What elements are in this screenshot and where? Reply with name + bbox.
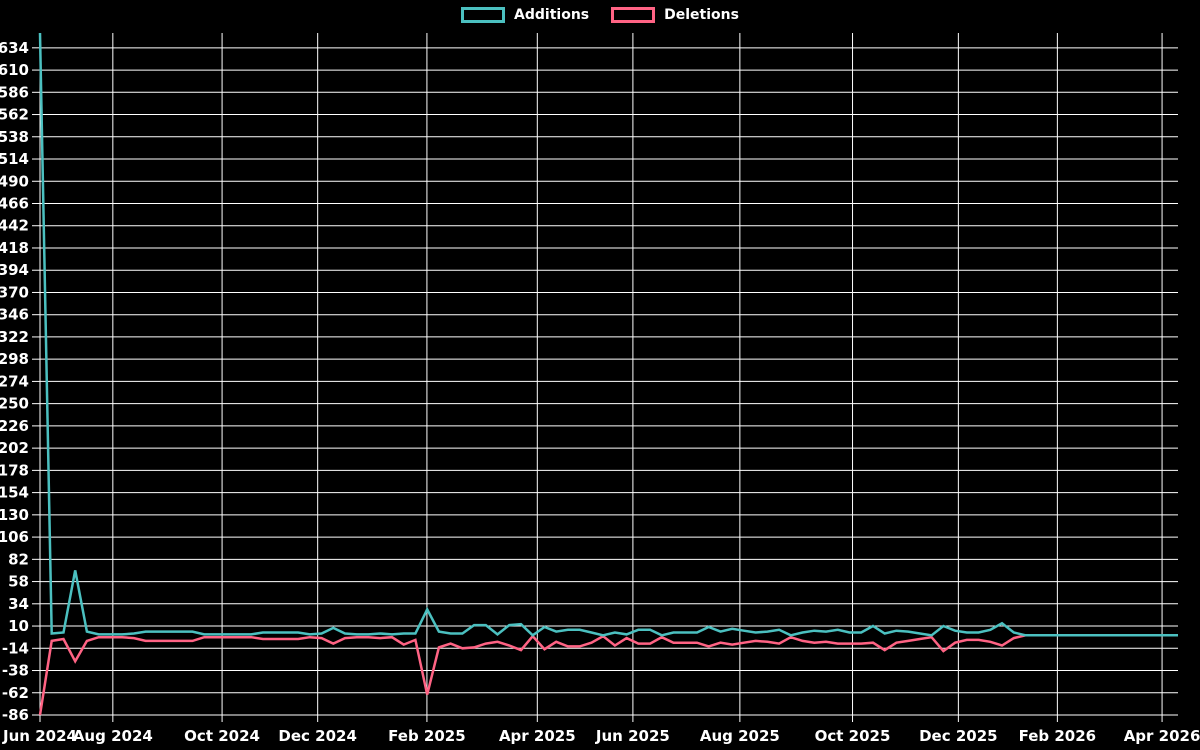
y-tick-label: -38	[2, 662, 29, 680]
y-tick-label: 298	[0, 350, 29, 368]
y-tick-label: 322	[0, 328, 29, 346]
y-tick-label: 442	[0, 217, 29, 235]
y-tick-label: 274	[0, 372, 29, 390]
x-tick-label: Jun 2025	[595, 727, 670, 745]
y-tick-label: 418	[0, 239, 29, 257]
additions-swatch-icon	[461, 7, 506, 23]
x-tick-label: Dec 2025	[919, 727, 998, 745]
y-tick-label: 226	[0, 417, 29, 435]
y-tick-label: 82	[8, 550, 29, 568]
y-tick-label: 586	[0, 83, 29, 101]
legend-item-deletions[interactable]: Deletions	[611, 7, 739, 23]
x-tick-label: Feb 2026	[1019, 727, 1097, 745]
y-tick-label: -62	[2, 684, 29, 702]
x-tick-label: Oct 2024	[184, 727, 260, 745]
y-tick-label: 490	[0, 172, 29, 190]
y-tick-label: 538	[0, 128, 29, 146]
x-tick-label: Apr 2026	[1124, 727, 1200, 745]
x-tick-label: Aug 2024	[73, 727, 153, 745]
y-tick-label: 10	[8, 617, 29, 635]
y-tick-label: 58	[8, 573, 29, 591]
y-tick-label: 130	[0, 506, 29, 524]
series-line-deletions	[38, 634, 1178, 716]
y-tick-label: -14	[2, 639, 29, 657]
y-tick-label: -86	[2, 706, 29, 724]
x-tick-label: Oct 2025	[815, 727, 891, 745]
x-tick-label: Feb 2025	[388, 727, 466, 745]
x-tick-label: Dec 2024	[278, 727, 357, 745]
y-tick-label: 514	[0, 150, 29, 168]
y-tick-label: 562	[0, 106, 29, 124]
y-tick-label: 370	[0, 283, 29, 301]
x-tick-label: Aug 2025	[700, 727, 780, 745]
y-tick-label: 634	[0, 39, 29, 57]
y-tick-label: 610	[0, 61, 29, 79]
y-tick-label: 202	[0, 439, 29, 457]
y-tick-label: 154	[0, 484, 29, 502]
y-tick-label: 250	[0, 395, 29, 413]
deletions-swatch-icon	[611, 7, 656, 23]
chart-legend: Additions Deletions	[0, 7, 1200, 23]
y-tick-label: 106	[0, 528, 29, 546]
x-tick-label: Apr 2025	[499, 727, 576, 745]
series-line-additions	[38, 32, 1178, 637]
y-tick-label: 34	[8, 595, 29, 613]
x-tick-label: Jun 2024	[2, 727, 77, 745]
y-tick-label: 394	[0, 261, 29, 279]
y-tick-label: 346	[0, 306, 29, 324]
deletions-legend-label: Deletions	[664, 7, 739, 23]
y-tick-label: 178	[0, 461, 29, 479]
y-tick-label: 466	[0, 195, 29, 213]
legend-item-additions[interactable]: Additions	[461, 7, 589, 23]
additions-legend-label: Additions	[514, 7, 590, 23]
